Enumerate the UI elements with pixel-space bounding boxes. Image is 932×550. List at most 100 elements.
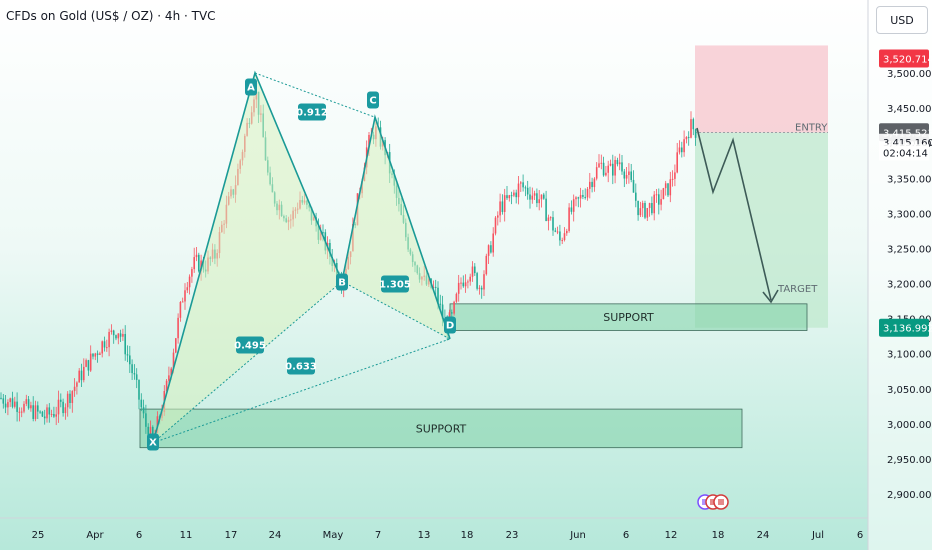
candle-body xyxy=(540,194,543,200)
candle-body xyxy=(0,397,2,399)
candle xyxy=(457,274,460,302)
candle xyxy=(184,283,186,310)
candle-body xyxy=(664,183,667,189)
candle-body xyxy=(676,152,678,173)
candle xyxy=(614,156,616,184)
support-zone: SUPPORT xyxy=(449,303,808,331)
candle xyxy=(501,194,504,215)
candle-body xyxy=(618,162,621,165)
candle-body xyxy=(570,207,573,212)
candle-body xyxy=(46,407,48,419)
ratio-label-bg xyxy=(287,357,315,375)
candle xyxy=(561,237,563,245)
candle xyxy=(64,403,67,420)
candle-body xyxy=(83,366,85,381)
candle xyxy=(667,183,669,197)
candle xyxy=(676,142,678,174)
candle xyxy=(655,189,658,203)
candle xyxy=(46,404,48,423)
ratio-line-xb xyxy=(152,281,343,444)
candle-body xyxy=(66,393,69,408)
candle-body xyxy=(115,335,117,339)
candle-body xyxy=(89,353,92,371)
candle-body xyxy=(490,245,492,253)
candle-body xyxy=(499,201,501,216)
support-zone-label: SUPPORT xyxy=(416,422,467,435)
candle-body xyxy=(50,414,53,416)
candle-body xyxy=(508,195,511,199)
candle xyxy=(60,393,62,408)
candle-body xyxy=(474,266,476,274)
candle xyxy=(572,194,575,222)
candle-body xyxy=(628,171,630,176)
candle xyxy=(485,253,488,276)
candle xyxy=(531,187,534,204)
candle xyxy=(515,189,517,204)
candle xyxy=(632,170,635,193)
price-tick-label: 3,250.000 xyxy=(887,244,932,255)
candle-body xyxy=(681,147,683,153)
candle xyxy=(598,154,600,169)
candle-body xyxy=(632,179,635,193)
candle-body xyxy=(455,293,458,302)
candle-body xyxy=(138,379,140,400)
candle-body xyxy=(492,233,494,253)
candle-body xyxy=(99,353,101,355)
candle xyxy=(575,196,577,207)
candle-body xyxy=(517,183,520,198)
candle-body xyxy=(612,163,614,176)
candle-body xyxy=(172,352,175,369)
candle-body xyxy=(543,194,545,199)
economic-events-icons[interactable] xyxy=(697,494,729,510)
candle xyxy=(593,177,596,192)
time-tick-label: May xyxy=(323,530,344,541)
candle xyxy=(138,379,140,410)
candle-body xyxy=(462,282,465,287)
candle xyxy=(25,394,28,407)
candle xyxy=(602,156,605,177)
candle xyxy=(122,328,124,341)
candle-body xyxy=(177,317,179,339)
candle xyxy=(623,168,626,188)
time-tick-label: 7 xyxy=(375,530,381,541)
candle xyxy=(62,398,64,417)
candle-body xyxy=(119,333,122,337)
candle xyxy=(474,263,476,276)
candle-body xyxy=(48,407,51,415)
price-tick-label: 3,300.000 xyxy=(887,209,932,220)
ratio-label: 0.495 xyxy=(234,336,266,354)
candle-body xyxy=(434,286,437,288)
candle-body xyxy=(471,266,474,277)
price-axis: 3,500.0003,450.0003,400.0003,350.0003,30… xyxy=(887,69,932,501)
candle-body xyxy=(186,287,189,291)
candle xyxy=(621,154,623,175)
candle-body xyxy=(108,331,110,348)
time-tick-label: 12 xyxy=(665,530,678,541)
candle xyxy=(20,407,23,418)
candle-body xyxy=(607,165,609,173)
candle xyxy=(513,189,515,198)
candle xyxy=(568,203,570,233)
ratio-label-bg xyxy=(236,336,264,354)
candle-body xyxy=(329,242,331,257)
candle xyxy=(683,130,685,157)
candle xyxy=(506,186,508,200)
candle xyxy=(469,273,471,286)
candle-body xyxy=(497,215,499,218)
currency-selector[interactable]: USD xyxy=(876,6,928,34)
candle xyxy=(0,392,2,400)
price-tag-text: 3,136.992 xyxy=(883,324,932,335)
candle xyxy=(94,352,97,361)
candle xyxy=(124,325,126,361)
candle-body xyxy=(184,290,186,302)
candle xyxy=(637,200,639,221)
entry-label: ENTRY xyxy=(795,123,828,134)
pattern-point-x: X xyxy=(147,433,159,451)
candle xyxy=(651,196,653,216)
candle-body xyxy=(124,333,126,355)
candle-body xyxy=(62,401,64,414)
candle-body xyxy=(520,182,522,184)
candle-body xyxy=(76,382,78,387)
